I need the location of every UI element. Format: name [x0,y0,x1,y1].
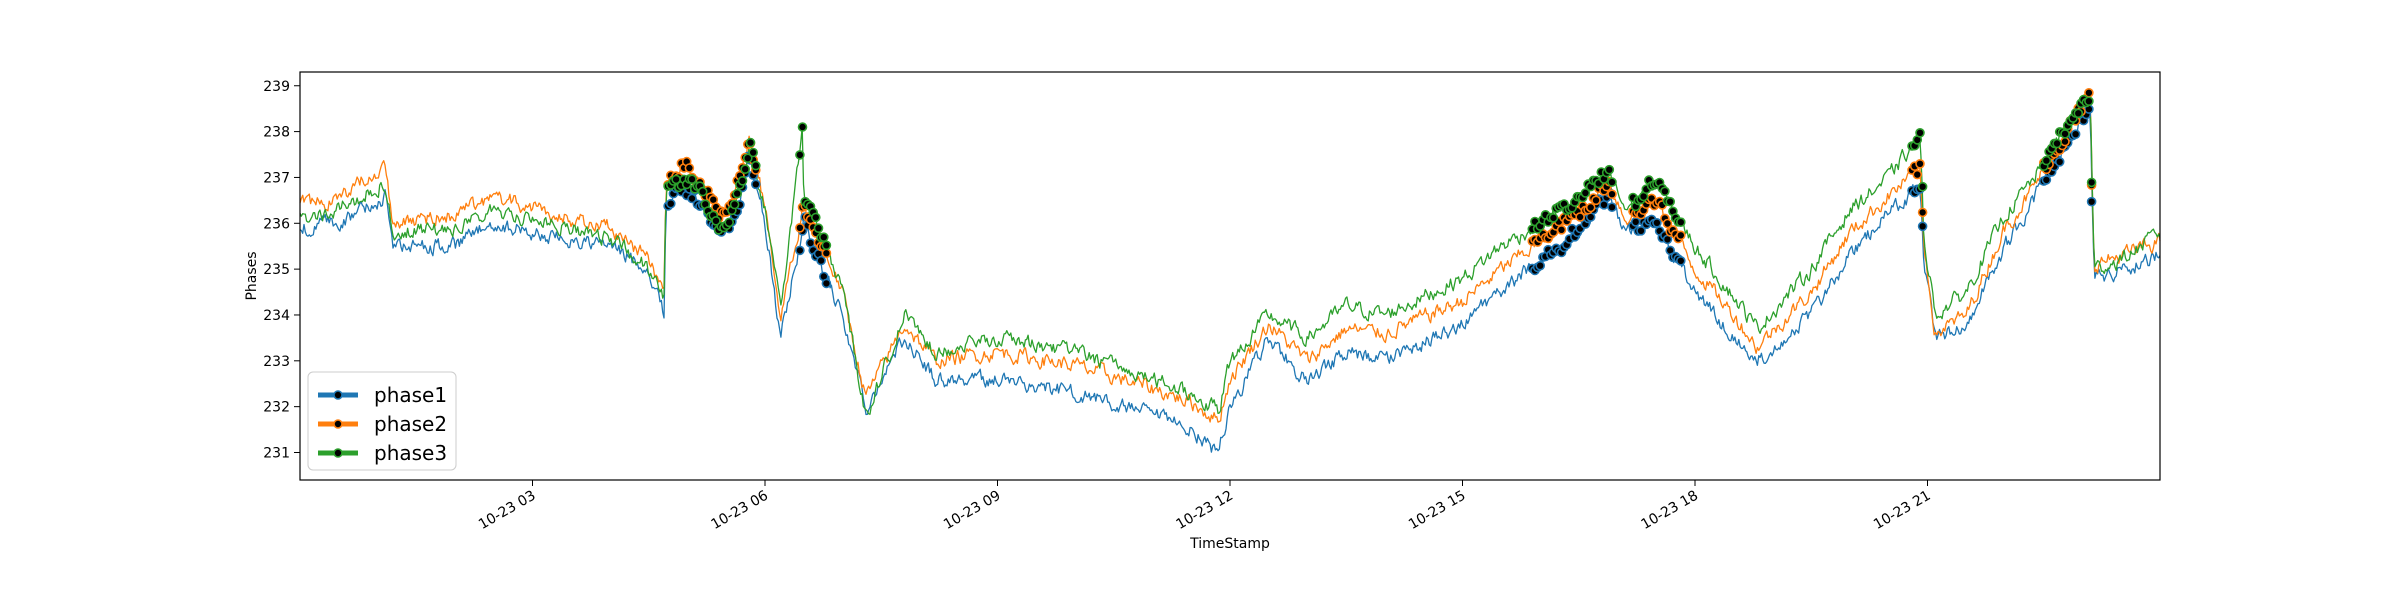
anomaly-marker-phase1 [2054,157,2065,167]
anomaly-marker-phase1 [665,198,676,209]
x-tick-label: 10-23 09 [941,488,1004,533]
legend: phase1 phase2 phase3 [307,371,457,471]
x-axis-label: TimeStamp [1189,536,1270,552]
anomaly-marker-phase3 [742,153,753,163]
y-axis-label: Phases [244,251,260,300]
anomaly-marker-phase3 [818,232,829,242]
anomaly-marker-phase3 [795,150,805,160]
anomaly-marker-phase1 [1917,221,1928,232]
anomaly-marker-phase1 [816,255,826,266]
anomaly-marker-phase3 [1604,164,1615,175]
y-tick-label: 238 [263,125,290,141]
plot-area [299,92,2161,453]
x-tick-label: 10-23 06 [708,488,771,533]
anomaly-marker-phase3 [2086,177,2097,188]
anomaly-marker-phase2 [1662,218,1673,229]
anomaly-marker-phase1 [821,278,832,289]
anomaly-marker-phase3 [1917,181,1928,192]
y-tick-label: 239 [263,79,290,95]
legend-label-phase3: phase3 [374,441,447,465]
anomaly-marker-phase1 [1636,226,1646,236]
anomaly-marker-phase1 [1662,234,1673,245]
anomaly-markers [663,88,2097,289]
x-axis: 10-23 03 10-23 06 10-23 09 10-23 12 10-23 15… [476,480,1934,533]
series-line-phase1 [299,108,2161,453]
anomaly-marker-phase3 [1607,177,1617,187]
anomaly-marker-phase2 [1575,212,1585,222]
anomaly-marker-phase3 [2073,108,2084,119]
anomaly-marker-phase1 [1630,217,1641,227]
anomaly-marker-phase3 [813,223,824,233]
y-axis: 231 232 233 234 235 236 237 238 239 [263,79,300,461]
legend-label-phase2: phase2 [374,412,447,436]
anomaly-marker-phase2 [795,223,805,233]
anomaly-marker-phase3 [1915,128,1925,138]
anomaly-marker-phase3 [1665,196,1675,207]
anomaly-marker-phase1 [795,245,805,256]
anomaly-marker-phase3 [2052,138,2062,149]
anomaly-marker-phase2 [1912,169,1923,180]
anomaly-marker-phase2 [1591,195,1601,206]
anomaly-marker-phase2 [1607,189,1617,199]
anomaly-marker-phase3 [687,174,697,184]
anomaly-marker-phase2 [1915,159,1925,169]
anomaly-marker-phase3 [745,137,756,148]
anomaly-marker-phase3 [797,122,808,132]
anomaly-marker-phase1 [1607,202,1617,212]
anomaly-marker-phase1 [687,193,697,204]
anomaly-marker-phase2 [1585,202,1596,213]
anomaly-marker-phase3 [724,217,735,228]
anomaly-marker-phase1 [2070,129,2081,139]
anomaly-marker-phase3 [810,212,821,223]
anomaly-marker-phase1 [1676,255,1686,266]
anomaly-marker-phase3 [1580,188,1591,198]
y-tick-label: 237 [263,170,290,186]
anomaly-marker-phase3 [1676,217,1686,227]
anomaly-marker-phase3 [821,240,832,251]
anomaly-marker-phase3 [732,188,743,199]
anomaly-marker-phase3 [697,186,708,197]
anomaly-marker-phase3 [748,147,759,158]
plot-frame [299,71,2161,481]
anomaly-marker-phase2 [2060,136,2070,147]
y-tick-label: 235 [263,262,290,278]
anomaly-marker-phase2 [821,248,832,258]
anomaly-marker-phase2 [1676,230,1686,241]
x-tick-label: 10-23 21 [1871,488,1934,533]
anomaly-marker-phase3 [1660,186,1670,197]
anomaly-marker-phase3 [740,164,751,174]
legend-marker-phase3 [333,448,343,458]
anomaly-marker-phase3 [750,160,761,171]
x-tick-label: 10-23 12 [1173,488,1236,533]
anomaly-marker-phase3 [2060,129,2070,139]
anomaly-marker-phase3 [737,176,748,186]
anomaly-marker-phase1 [1535,260,1545,271]
series-line-phase2 [299,92,2161,423]
anomaly-marker-phase3 [729,199,740,210]
anomaly-marker-phase3 [2084,96,2094,106]
series-line-phase3 [299,98,2161,415]
anomaly-marker-phase3 [711,216,721,226]
legend-marker-phase2 [333,419,343,429]
anomaly-marker-phase3 [1548,213,1559,223]
anomaly-marker-phase3 [2041,155,2052,166]
anomaly-marker-phase2 [684,163,695,173]
legend-marker-phase1 [333,390,343,400]
x-tick-label: 10-23 18 [1638,488,1701,533]
anomaly-marker-phase2 [1917,207,1928,218]
anomaly-marker-phase2 [1556,225,1567,235]
y-tick-label: 233 [263,354,290,370]
y-tick-label: 236 [263,216,290,232]
y-tick-label: 234 [263,308,290,324]
y-tick-label: 231 [263,445,290,461]
x-tick-label: 10-23 03 [476,488,539,533]
anomaly-marker-phase1 [1652,218,1662,228]
anomaly-marker-phase1 [750,179,761,190]
y-tick-label: 232 [263,400,290,416]
x-tick-label: 10-23 15 [1406,488,1469,533]
anomaly-marker-phase1 [2086,196,2097,207]
legend-label-phase1: phase1 [374,383,447,407]
